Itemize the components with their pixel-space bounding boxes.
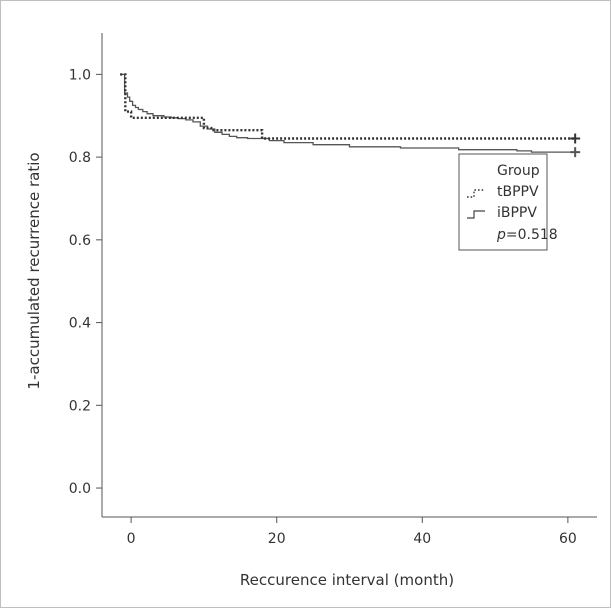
y-tick-label: 0.4 <box>69 316 91 332</box>
legend: Group tBPPV iBPPV p=0.518 <box>458 153 558 251</box>
y-tick-label: 0.6 <box>69 233 91 249</box>
x-tick-label: 60 <box>559 531 577 547</box>
legend-box <box>458 153 548 251</box>
legend-label-ibppv: iBPPV <box>497 205 537 221</box>
legend-title: Group <box>497 163 540 179</box>
x-tick-label: 20 <box>268 531 286 547</box>
y-tick-label: 1.0 <box>69 67 91 83</box>
series-layer <box>120 73 581 158</box>
y-axis-title: 1-accumulated recurrence ratio <box>25 152 43 389</box>
x-tick-label: 40 <box>413 531 431 547</box>
legend-swatch-ibppv <box>467 210 485 219</box>
series-line-tbppv <box>120 73 576 140</box>
x-axis-title: Reccurence interval (month) <box>240 571 454 589</box>
x-tick-label: 0 <box>127 531 136 547</box>
series-line-ibppv <box>120 73 576 153</box>
p-value: =0.518 <box>506 227 558 243</box>
y-ticks: 0.0 0.2 0.4 0.6 0.8 1.0 <box>69 67 102 497</box>
legend-label-tbppv: tBPPV <box>497 184 539 200</box>
x-ticks: 0 20 40 60 <box>127 517 577 547</box>
y-tick-label: 0.2 <box>69 398 91 414</box>
legend-swatch-tbppv <box>467 189 485 198</box>
y-tick-label: 0.8 <box>69 150 91 166</box>
legend-p-value: p=0.518 <box>496 227 558 243</box>
y-tick-label: 0.0 <box>69 481 91 497</box>
p-symbol: p <box>496 227 506 243</box>
